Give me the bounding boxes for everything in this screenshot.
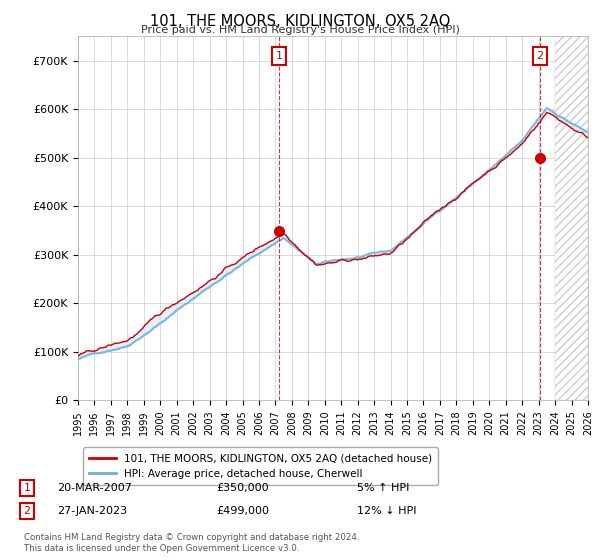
Text: 12% ↓ HPI: 12% ↓ HPI [357, 506, 416, 516]
Text: 2: 2 [536, 51, 544, 61]
Text: Contains HM Land Registry data © Crown copyright and database right 2024.
This d: Contains HM Land Registry data © Crown c… [24, 533, 359, 553]
Text: 20-MAR-2007: 20-MAR-2007 [57, 483, 132, 493]
Text: 101, THE MOORS, KIDLINGTON, OX5 2AQ: 101, THE MOORS, KIDLINGTON, OX5 2AQ [150, 14, 450, 29]
Text: 1: 1 [275, 51, 283, 61]
Text: 2: 2 [23, 506, 31, 516]
Text: £499,000: £499,000 [216, 506, 269, 516]
Text: 27-JAN-2023: 27-JAN-2023 [57, 506, 127, 516]
Text: Price paid vs. HM Land Registry's House Price Index (HPI): Price paid vs. HM Land Registry's House … [140, 25, 460, 35]
Text: 5% ↑ HPI: 5% ↑ HPI [357, 483, 409, 493]
Text: £350,000: £350,000 [216, 483, 269, 493]
Legend: 101, THE MOORS, KIDLINGTON, OX5 2AQ (detached house), HPI: Average price, detach: 101, THE MOORS, KIDLINGTON, OX5 2AQ (det… [83, 447, 438, 485]
Text: 1: 1 [23, 483, 31, 493]
